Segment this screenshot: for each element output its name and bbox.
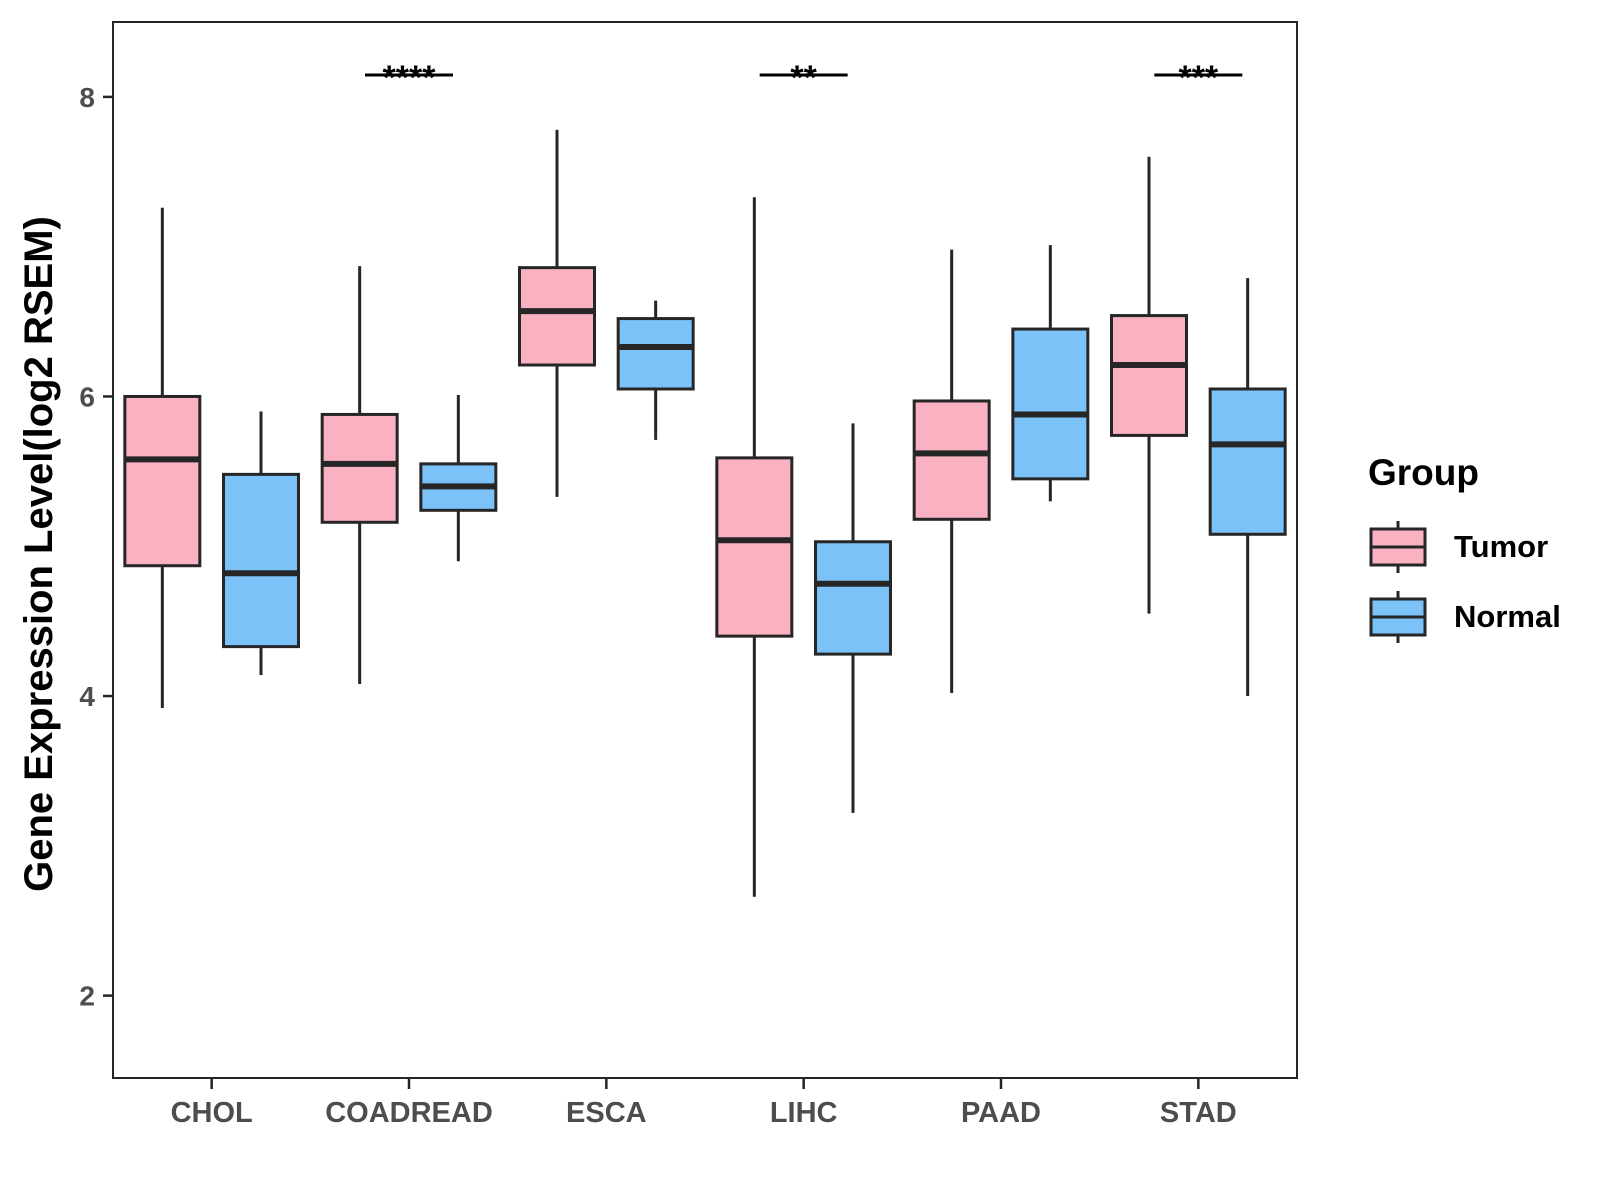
box-body: [123, 394, 202, 568]
y-axis-title: Gene Expression Level(log2 RSEM): [17, 216, 61, 892]
legend-entry-tumor: Tumor: [1369, 521, 1548, 573]
legend-entry-normal: Normal: [1369, 591, 1561, 643]
box-tumor-esca: [518, 129, 596, 497]
legend-title: Group: [1368, 452, 1479, 493]
plot-area: **** ** ***: [112, 21, 1298, 1079]
box-body: [518, 266, 596, 367]
significance-lihc: **: [759, 59, 848, 97]
significance-label: **: [790, 59, 817, 97]
box-body: [616, 317, 695, 391]
significance-label: ****: [383, 59, 437, 97]
box-body: [222, 472, 300, 649]
y-tick-label: 6: [79, 381, 95, 412]
legend-label: Tumor: [1454, 529, 1548, 564]
box-tumor-paad: [912, 249, 991, 694]
box-normal-esca: [616, 300, 695, 440]
box-body: [320, 412, 399, 524]
x-tick-label: ESCA: [566, 1097, 647, 1129]
x-tick-label: CHOL: [171, 1097, 253, 1129]
box-normal-paad: [1011, 245, 1090, 502]
significance-stad: ***: [1154, 59, 1243, 97]
x-axis: CHOL COADREAD ESCA LIHC PAAD STAD: [171, 1078, 1237, 1129]
box-normal-stad: [1208, 278, 1287, 697]
x-tick-label: STAD: [1160, 1097, 1237, 1129]
box-tumor-stad: [1110, 156, 1188, 614]
y-tick-label: 2: [79, 981, 95, 1012]
significance-coadread: ****: [365, 59, 453, 97]
box-body: [912, 399, 991, 521]
box-tumor-coadread: [320, 266, 399, 685]
box-tumor-chol: [123, 207, 202, 709]
box-normal-coadread: [419, 394, 498, 562]
legend-label: Normal: [1454, 599, 1561, 634]
x-tick-label: LIHC: [770, 1097, 838, 1129]
y-tick-label: 4: [79, 681, 95, 712]
box-body: [1011, 327, 1090, 481]
panel-border: [112, 21, 1298, 1079]
box-body: [1110, 314, 1188, 437]
legend: Group Tumor Normal: [1368, 452, 1561, 643]
y-tick-label: 8: [79, 82, 95, 113]
box-normal-chol: [222, 411, 300, 676]
box-body: [715, 456, 794, 638]
box-body: [1208, 387, 1287, 536]
box-body: [814, 540, 892, 656]
y-axis: 2 4 6 8: [79, 82, 113, 1012]
x-tick-label: COADREAD: [325, 1097, 493, 1129]
x-tick-label: PAAD: [961, 1097, 1041, 1129]
box-normal-lihc: [814, 423, 892, 813]
box-tumor-lihc: [715, 197, 794, 897]
significance-label: ***: [1178, 59, 1218, 97]
